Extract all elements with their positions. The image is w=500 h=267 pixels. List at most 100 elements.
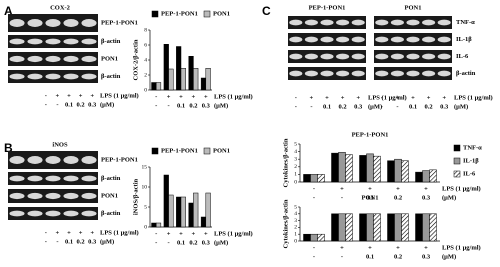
y-tick-label: 5 xyxy=(294,204,297,210)
bar xyxy=(366,153,374,183)
bar xyxy=(193,68,199,91)
bar xyxy=(155,82,162,91)
blot-title: COX-2 xyxy=(50,4,70,11)
blot-band xyxy=(422,53,436,60)
lps-sign: + xyxy=(427,94,431,101)
lps-sign: + xyxy=(79,229,83,236)
blot-band xyxy=(437,36,451,43)
blot-row-label: β-actin xyxy=(101,175,121,182)
chart-title: PEP-1-PON1 xyxy=(352,131,389,138)
lps-sign: - xyxy=(155,230,157,237)
blot-band xyxy=(9,192,25,200)
legend-label: PON1 xyxy=(213,147,230,154)
blot-band xyxy=(375,70,389,77)
bar xyxy=(163,44,169,91)
blot-band xyxy=(390,53,404,60)
lps-sign: + xyxy=(167,93,171,100)
blot-band xyxy=(27,55,43,63)
bar xyxy=(310,233,318,242)
bar xyxy=(338,213,346,242)
blot-row-label: β-actin xyxy=(456,70,476,77)
blot-row-label: β-actin xyxy=(101,38,121,45)
dose-label: - xyxy=(45,101,47,108)
lps-row-label: LPS (1 μg/ml) xyxy=(100,92,139,99)
lps-sign: - xyxy=(313,185,315,192)
blot-band xyxy=(81,19,97,27)
dose-row-label: (μM) xyxy=(368,103,382,110)
dose-label: - xyxy=(56,101,58,108)
y-tick-label: 15 xyxy=(142,164,148,170)
blot-band xyxy=(406,19,420,26)
blot-band xyxy=(27,156,43,164)
dose-label: - xyxy=(295,103,297,110)
bar xyxy=(394,158,402,183)
x-tick-label: - xyxy=(168,239,170,246)
legend-swatch xyxy=(151,147,159,155)
blot-band xyxy=(81,175,97,182)
y-axis-label: Cytokines/β-actin xyxy=(282,199,289,248)
blot-band xyxy=(81,192,97,200)
bar xyxy=(359,213,367,242)
y-axis-label: COX-2/β-actin xyxy=(132,39,139,80)
lps-sign: + xyxy=(396,94,400,101)
lps-sign: - xyxy=(155,93,157,100)
bar xyxy=(155,222,162,228)
blot-band xyxy=(81,210,97,217)
x-tick-label: 0.3 xyxy=(202,239,211,246)
y-tick-label: 4 xyxy=(294,149,297,155)
bar xyxy=(359,155,367,183)
blot-band xyxy=(320,36,334,43)
bar xyxy=(387,160,395,183)
x-tick-label: - xyxy=(341,253,343,260)
blot-band xyxy=(63,55,79,63)
x-tick-label: 0.3 xyxy=(202,102,211,109)
y-tick-label: 1 xyxy=(294,172,297,178)
bar xyxy=(193,192,199,228)
bar xyxy=(317,174,325,183)
blot-band xyxy=(437,19,451,26)
y-tick-label: 0 xyxy=(144,224,147,230)
dose-label: - xyxy=(310,103,312,110)
y-tick-label: 1 xyxy=(294,231,297,237)
blot-band xyxy=(422,19,436,26)
blot-band xyxy=(390,19,404,26)
y-tick-label: 3 xyxy=(294,218,297,224)
lps-row-label: LPS (1 μg/ml) xyxy=(442,185,481,192)
y-tick-label: 2 xyxy=(144,72,147,78)
lps-sign: + xyxy=(424,185,428,192)
blot-band xyxy=(81,156,97,164)
blot-group-title: PON1 xyxy=(405,4,422,11)
blot-band xyxy=(45,175,61,182)
legend-swatch xyxy=(453,157,461,165)
x-tick-label: 0.2 xyxy=(189,102,197,109)
blot-band xyxy=(406,53,420,60)
blot-band xyxy=(27,38,43,45)
bar xyxy=(205,68,211,91)
dose-label: 0.1 xyxy=(65,238,73,245)
bar xyxy=(429,169,437,183)
panel-letter: B xyxy=(4,141,13,155)
blot-band xyxy=(45,210,61,217)
y-tick-label: 0 xyxy=(294,179,297,185)
y-tick-label: 8 xyxy=(144,27,147,33)
lps-sign: + xyxy=(167,230,171,237)
x-tick-label: - xyxy=(313,253,315,260)
bar xyxy=(422,213,430,242)
dose-label: - xyxy=(396,103,398,110)
blot-band xyxy=(63,19,79,27)
blot-band xyxy=(437,53,451,60)
lps-sign: - xyxy=(45,229,47,236)
x-tick-label: - xyxy=(155,239,157,246)
blot-band xyxy=(63,192,79,200)
blot-group-title: PEP-1-PON1 xyxy=(309,4,346,11)
lps-sign: + xyxy=(56,229,60,236)
dose-row-label: (μM) xyxy=(442,194,456,201)
bar xyxy=(188,202,194,228)
blot-row-label: PEP-1-PON1 xyxy=(101,156,138,163)
blot-band xyxy=(406,70,420,77)
dose-label: 0.1 xyxy=(65,101,73,108)
lps-sign: + xyxy=(204,230,208,237)
lps-sign: + xyxy=(79,92,83,99)
lps-sign: - xyxy=(295,94,297,101)
dose-label: - xyxy=(45,238,47,245)
